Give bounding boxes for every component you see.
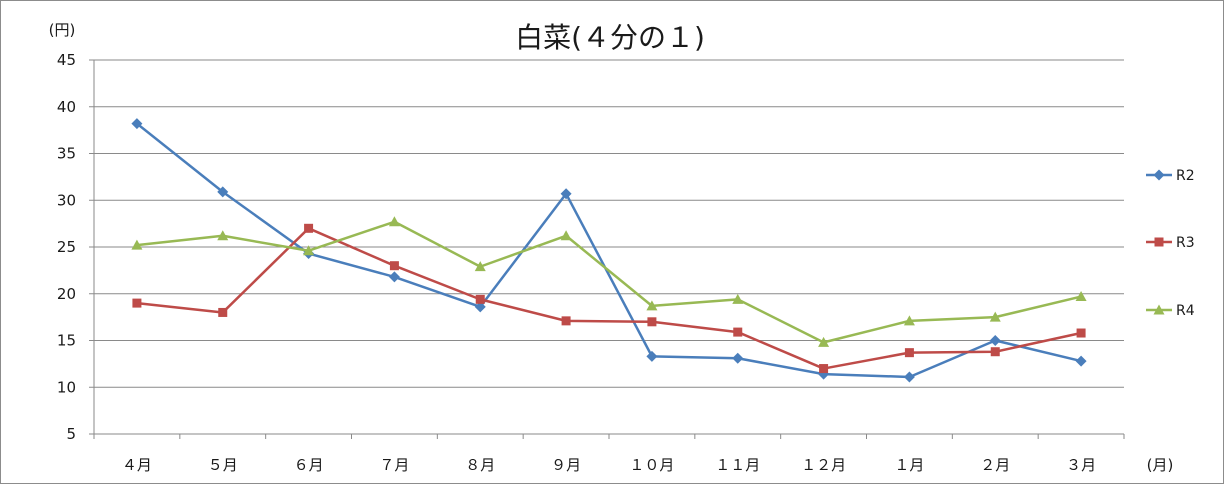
x-axis-tick-labels: ４月 ５月 ６月 ７月 ８月 ９月 １０月 １１月 １２月 １月 ２月 ３月 bbox=[122, 456, 1096, 474]
x-tick-label: ３月 bbox=[1066, 456, 1096, 474]
data-point-marker bbox=[304, 223, 314, 233]
y-tick-label: 40 bbox=[57, 98, 76, 116]
data-point-marker bbox=[903, 371, 915, 383]
legend-marker bbox=[1153, 304, 1165, 315]
data-point-marker bbox=[217, 186, 229, 198]
data-point-marker bbox=[475, 294, 485, 304]
y-tick-label: 5 bbox=[66, 425, 76, 443]
y-tick-label: 45 bbox=[57, 51, 76, 69]
data-point-marker bbox=[218, 307, 228, 317]
y-axis-tick-labels: 5 10 15 20 25 30 35 40 45 bbox=[57, 51, 76, 443]
data-point-marker bbox=[903, 315, 915, 326]
data-point-marker bbox=[733, 327, 743, 337]
x-tick-label: ９月 bbox=[551, 456, 581, 474]
y-tick-label: 25 bbox=[57, 238, 76, 256]
legend-marker bbox=[1154, 237, 1164, 247]
x-tick-label: １０月 bbox=[629, 456, 674, 474]
x-tick-label: ６月 bbox=[294, 456, 324, 474]
data-point-marker bbox=[818, 336, 830, 347]
data-point-marker bbox=[131, 239, 143, 250]
y-axis-unit-label: (円) bbox=[49, 21, 76, 39]
data-point-marker bbox=[389, 261, 399, 271]
y-tick-label: 30 bbox=[57, 191, 76, 209]
data-point-marker bbox=[388, 216, 400, 227]
data-point-marker bbox=[989, 335, 1001, 346]
x-tick-label: ８月 bbox=[465, 456, 495, 474]
data-point-marker bbox=[132, 298, 142, 308]
series-line bbox=[136, 220, 1082, 344]
x-tick-label: ７月 bbox=[379, 456, 409, 474]
series-r3 bbox=[132, 223, 1086, 374]
data-point-marker bbox=[560, 188, 572, 200]
legend: R2 R3 R4 bbox=[1146, 168, 1195, 319]
y-tick-label: 10 bbox=[57, 378, 76, 396]
data-point-marker bbox=[474, 261, 486, 272]
x-tick-label: ５月 bbox=[208, 456, 238, 474]
data-point-marker bbox=[217, 230, 229, 241]
x-tick-label: １２月 bbox=[801, 456, 846, 474]
data-point-marker bbox=[732, 293, 744, 304]
data-point-marker bbox=[990, 347, 1000, 357]
data-point-marker bbox=[561, 316, 571, 326]
data-point-marker bbox=[732, 352, 744, 364]
data-point-marker bbox=[1075, 355, 1087, 367]
legend-item-r4: R4 bbox=[1146, 303, 1195, 319]
legend-item-r2: R2 bbox=[1146, 168, 1195, 184]
data-point-marker bbox=[1075, 291, 1087, 302]
x-axis-unit-label: (月) bbox=[1147, 456, 1174, 474]
data-point-marker bbox=[819, 364, 829, 374]
y-tick-label: 20 bbox=[57, 285, 76, 303]
data-point-marker bbox=[303, 245, 315, 256]
gridlines bbox=[94, 59, 1124, 388]
x-tick-label: ４月 bbox=[122, 456, 152, 474]
x-tick-label: １月 bbox=[894, 456, 924, 474]
x-tick-label: ２月 bbox=[980, 456, 1010, 474]
series-line bbox=[136, 122, 1082, 379]
data-point-marker bbox=[989, 311, 1001, 322]
series-r4 bbox=[131, 216, 1087, 347]
chart-title: 白菜(４分の１) bbox=[515, 21, 705, 54]
x-tick-label: １１月 bbox=[715, 456, 760, 474]
data-point-marker bbox=[388, 271, 400, 283]
legend-label: R4 bbox=[1176, 303, 1195, 319]
data-point-marker bbox=[646, 350, 658, 362]
axes bbox=[89, 59, 1125, 439]
y-tick-label: 35 bbox=[57, 145, 76, 163]
data-point-marker bbox=[904, 348, 914, 358]
series-lines bbox=[131, 118, 1087, 383]
series-r2 bbox=[131, 118, 1087, 383]
legend-label: R3 bbox=[1176, 235, 1195, 251]
legend-marker bbox=[1153, 169, 1165, 181]
series-line bbox=[136, 227, 1082, 370]
legend-label: R2 bbox=[1176, 168, 1195, 184]
data-point-marker bbox=[1076, 328, 1086, 338]
legend-item-r3: R3 bbox=[1146, 235, 1195, 251]
data-point-marker bbox=[560, 230, 572, 241]
y-tick-label: 15 bbox=[57, 332, 76, 350]
data-point-marker bbox=[646, 300, 658, 311]
data-point-marker bbox=[131, 118, 143, 130]
data-point-marker bbox=[647, 317, 657, 327]
data-point-marker bbox=[474, 301, 486, 313]
